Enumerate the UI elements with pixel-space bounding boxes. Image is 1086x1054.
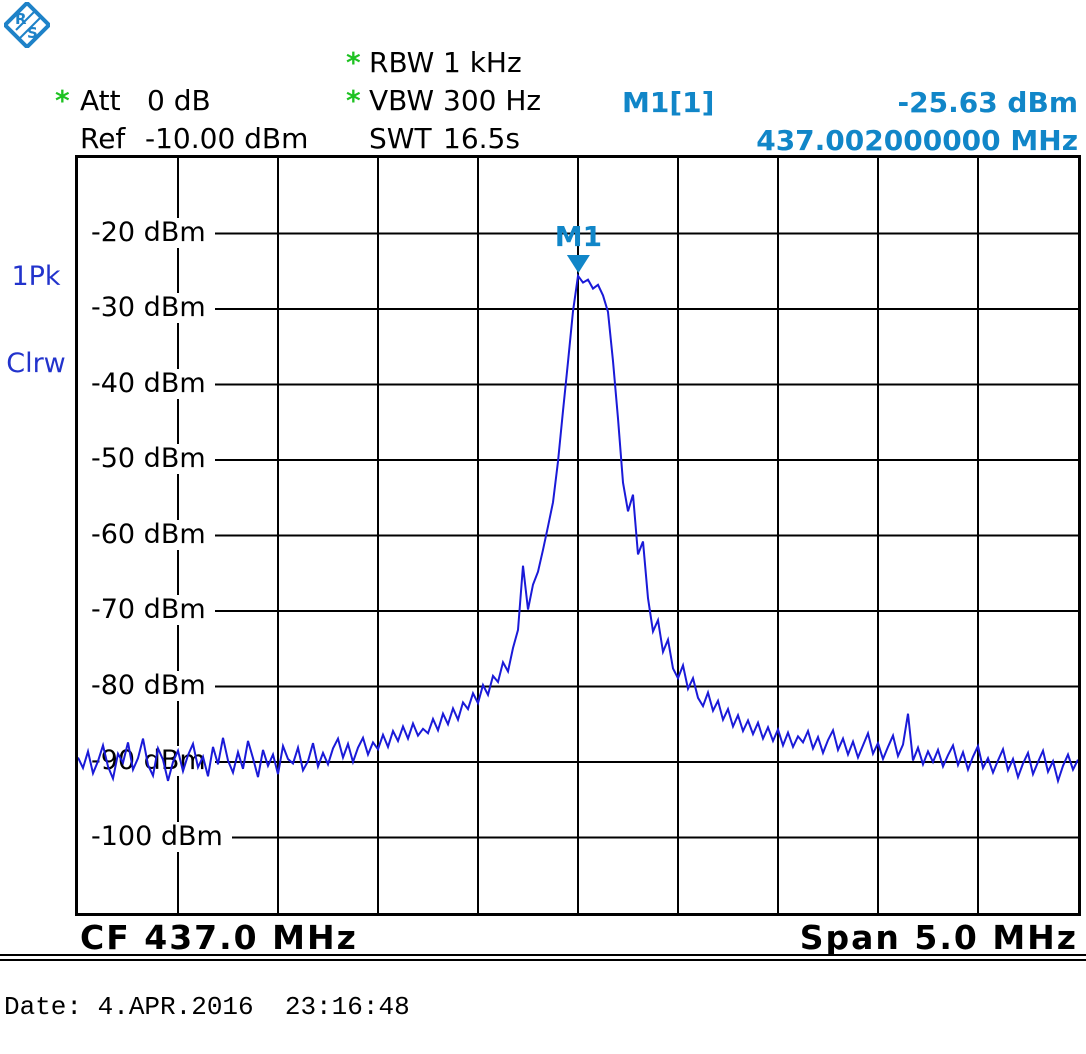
marker-level: -25.63 dBm <box>897 86 1079 119</box>
swt-label: SWT <box>369 122 432 155</box>
svg-text:S: S <box>27 24 38 42</box>
footer-separator <box>0 954 1086 961</box>
marker-frequency: 437.002000000 MHz <box>756 124 1078 157</box>
marker-m1-icon <box>566 255 590 274</box>
span-label: Span 5.0 MHz <box>799 918 1078 957</box>
y-axis-label: -80 dBm <box>78 670 215 701</box>
y-axis-label: -50 dBm <box>78 444 215 474</box>
marker-name: M1[1] <box>622 86 715 119</box>
y-axis-label: -30 dBm <box>78 293 215 323</box>
trace-layer <box>78 255 1078 785</box>
vbw-changed-asterisk: * <box>346 84 361 117</box>
vbw-label: VBW <box>369 84 435 117</box>
y-axis-label: -70 dBm <box>78 595 215 625</box>
ref-value: -10.00 dBm <box>145 122 309 155</box>
y-axis-label: -20 dBm <box>78 217 215 248</box>
ref-label: Ref <box>80 122 126 155</box>
att-changed-asterisk: * <box>55 84 70 117</box>
trace-detector-label: 1Pk <box>11 261 61 292</box>
y-axis-label: -40 dBm <box>78 368 215 399</box>
rbw-changed-asterisk: * <box>346 46 361 79</box>
rbw-label: RBW <box>369 46 435 79</box>
swt-value: 16.5s <box>443 122 520 155</box>
y-axis-label: -100 dBm <box>78 821 232 852</box>
date-stamp: Date: 4.APR.2016 23:16:48 <box>4 992 410 1022</box>
center-frequency-label: CF 437.0 MHz <box>80 918 358 957</box>
svg-text:R: R <box>15 10 27 28</box>
y-axis-label: -60 dBm <box>78 519 215 550</box>
att-value: 0 dB <box>147 84 211 117</box>
rbw-value: 1 kHz <box>443 46 522 79</box>
spectrum-trace <box>78 273 1078 785</box>
diagram-area: -20 dBm -30 dBm -40 dBm -50 dBm -60 dBm -70 d… <box>78 158 1078 913</box>
trace-legend: 1Pk Clrw <box>6 204 66 436</box>
rohde-schwarz-logo-icon: R S <box>4 2 50 48</box>
vbw-value: 300 Hz <box>443 84 542 117</box>
trace-mode-label: Clrw <box>6 348 66 379</box>
marker-m1-label: M1 <box>554 220 603 253</box>
diagram-frame: -20 dBm -30 dBm -40 dBm -50 dBm -60 dBm -70 d… <box>75 155 1081 916</box>
att-label: Att <box>80 84 121 117</box>
